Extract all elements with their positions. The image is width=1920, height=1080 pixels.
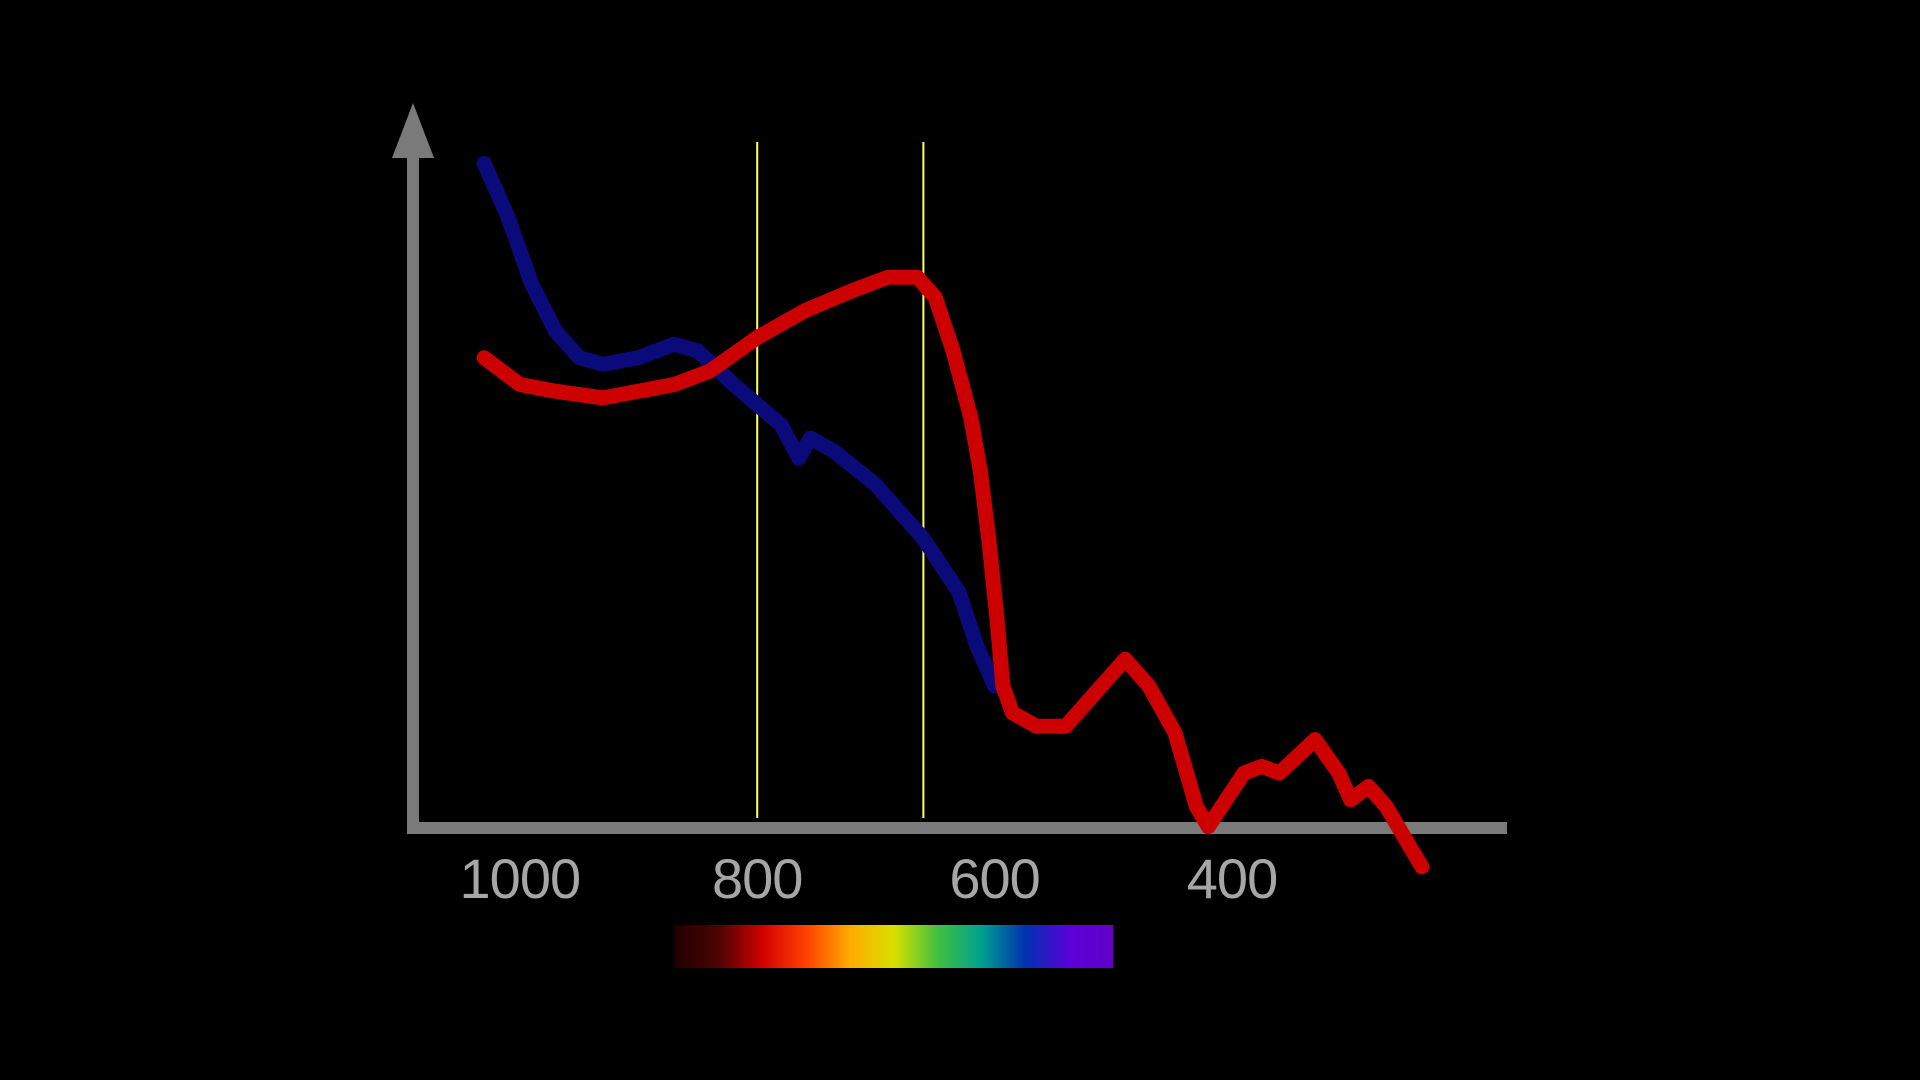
series-group xyxy=(476,155,1430,875)
x-tick-label: 1000 xyxy=(460,847,581,910)
x-tick-label: 800 xyxy=(712,847,802,910)
x-tick-label: 600 xyxy=(949,847,1039,910)
visible-spectrum-bar xyxy=(674,925,1114,968)
x-tick-label: 400 xyxy=(1187,847,1277,910)
series-line-1 xyxy=(476,155,1003,694)
axes xyxy=(392,103,1507,834)
x-tick-labels: 1000 800 600 400 xyxy=(460,847,1279,910)
reference-lines xyxy=(756,142,925,818)
series-line-2 xyxy=(476,269,1430,875)
y-axis-arrow xyxy=(392,103,434,158)
